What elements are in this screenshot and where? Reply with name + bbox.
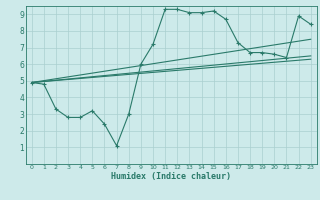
X-axis label: Humidex (Indice chaleur): Humidex (Indice chaleur): [111, 172, 231, 181]
